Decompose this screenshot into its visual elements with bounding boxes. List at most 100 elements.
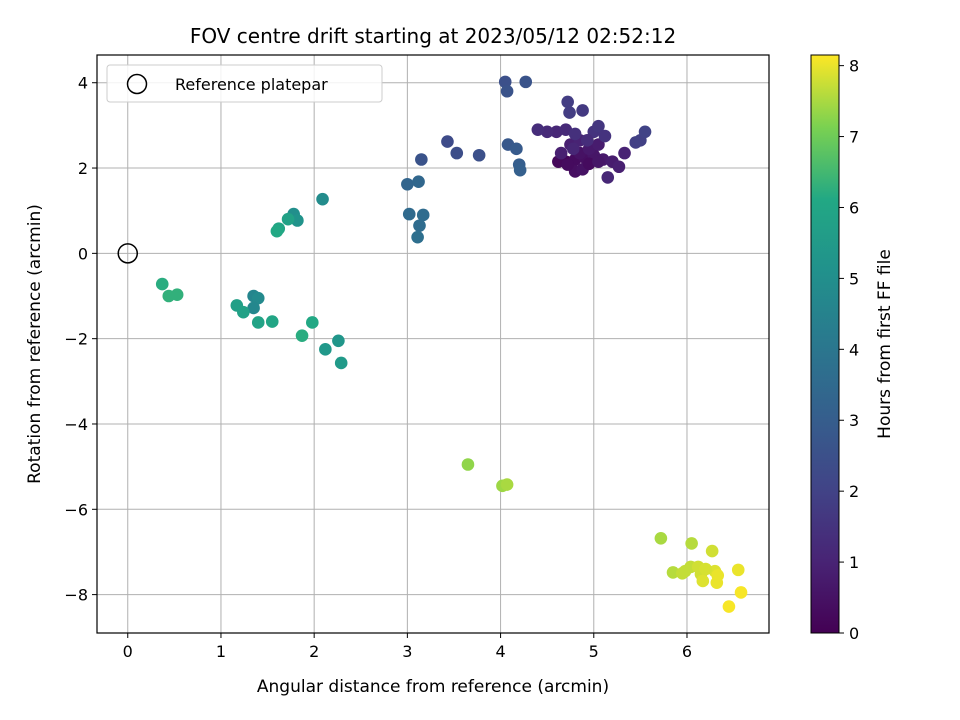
- colorbar-tick-label-0: 0: [849, 624, 859, 643]
- colorbar: 0 1 2 3 4 5 6 7 8 Hours from first FF file: [810, 54, 895, 643]
- y-tick-label-3: −2: [64, 330, 88, 349]
- scatter-point-66: [265, 315, 279, 328]
- scatter-point-54: [316, 192, 329, 206]
- scatter-point-81: [685, 537, 698, 550]
- legend-box: [106, 64, 383, 103]
- x-tick-label-3: 3: [402, 642, 412, 661]
- scatter-point-49: [412, 175, 425, 188]
- scatter-point-77: [500, 478, 514, 491]
- scatter-point-90: [722, 600, 736, 613]
- y-axis-ticks: 4 2 0 −2 −4 −6 −8: [64, 74, 97, 605]
- scatter-point-9: [618, 146, 631, 160]
- legend: Reference platepar: [106, 64, 383, 103]
- scatter-point-47: [513, 163, 527, 177]
- colorbar-tick-label-4: 4: [849, 340, 859, 359]
- scatter-point-10: [601, 171, 615, 184]
- scatter-point-38: [450, 146, 464, 160]
- scatter-point-69: [332, 334, 345, 348]
- scatter-point-67: [306, 316, 319, 329]
- legend-marker-icon: [126, 73, 148, 95]
- scatter-point-15: [592, 138, 605, 151]
- scatter-point-28: [563, 106, 576, 119]
- x-tick-label-0: 0: [123, 642, 133, 661]
- scatter-point-36: [566, 142, 580, 156]
- scatter-point-52: [413, 219, 426, 232]
- x-tick-label-4: 4: [495, 642, 505, 661]
- scatter-point-42: [519, 75, 533, 89]
- plot-frame: [96, 54, 770, 634]
- colorbar-tick-label-8: 8: [849, 57, 859, 76]
- scatter-point-27: [561, 95, 574, 109]
- y-tick-label-1: 2: [78, 159, 88, 178]
- x-tick-label-6: 6: [682, 642, 692, 661]
- y-tick-label-0: 4: [78, 74, 88, 93]
- y-axis-label: Rotation from reference (arcmin): [25, 204, 45, 484]
- scatter-point-70: [319, 343, 332, 356]
- scatter-point-40: [415, 153, 428, 166]
- scatter-point-50: [402, 207, 416, 221]
- scatter-point-13: [561, 158, 574, 171]
- scatter-point-71: [334, 356, 348, 370]
- scatter-point-26: [576, 104, 589, 117]
- scatter-point-41: [498, 75, 512, 89]
- scatter-point-64: [237, 305, 250, 319]
- scatter-point-35: [580, 134, 594, 147]
- x-tick-label-5: 5: [589, 642, 599, 661]
- scatter-point-68: [295, 329, 309, 342]
- scatter-point-37: [441, 135, 454, 148]
- x-tick-label-2: 2: [309, 642, 319, 661]
- x-tick-label-1: 1: [216, 642, 226, 661]
- colorbar-label: Hours from first FF file: [875, 249, 895, 439]
- scatter-point-57: [281, 212, 295, 226]
- scatter-point-45: [510, 142, 523, 156]
- scatter-point-39: [472, 148, 486, 162]
- y-tick-label-2: 0: [78, 244, 88, 263]
- scatter-point-75: [461, 458, 475, 471]
- colorbar-tick-label-1: 1: [849, 553, 859, 572]
- scatter-point-94: [699, 562, 712, 576]
- scatter-point-24: [592, 119, 605, 133]
- scatter-point-61: [251, 291, 265, 305]
- grid: [97, 55, 769, 633]
- scatter-point-86: [705, 544, 719, 558]
- scatter-point-25: [598, 129, 612, 143]
- scatter-point-53: [411, 230, 424, 244]
- scatter-point-93: [676, 566, 689, 580]
- scatter-point-74: [170, 288, 184, 302]
- colorbar-tick-label-7: 7: [849, 128, 859, 147]
- scatter-point-89: [710, 576, 724, 589]
- colorbar-ticks: 0 1 2 3 4 5 6 7 8: [839, 57, 859, 643]
- colorbar-tick-label-5: 5: [849, 269, 859, 288]
- y-tick-label-6: −8: [64, 586, 88, 605]
- y-tick-label-5: −6: [64, 500, 88, 519]
- scatter-point-62: [247, 301, 260, 315]
- x-axis-ticks: 0 1 2 3 4 5 6: [123, 633, 692, 661]
- scatter-point-59: [270, 224, 284, 238]
- scatter-point-51: [416, 208, 430, 222]
- y-tick-label-4: −4: [64, 415, 88, 434]
- data-points: [155, 75, 748, 613]
- scatter-point-72: [155, 277, 169, 291]
- scatter-point-92: [734, 586, 748, 599]
- scatter-point-48: [401, 177, 414, 191]
- colorbar-tick-label-3: 3: [849, 411, 859, 430]
- scatter-point-20: [531, 123, 545, 136]
- colorbar-tick-label-6: 6: [849, 198, 859, 217]
- chart-title: FOV centre drift starting at 2023/05/12 …: [190, 24, 676, 48]
- scatter-point-56: [291, 214, 304, 227]
- reference-point-marker: [117, 243, 139, 264]
- colorbar-tick-label-2: 2: [849, 482, 859, 501]
- legend-entry-reference: Reference platepar: [175, 75, 328, 94]
- scatter-point-8: [612, 160, 626, 174]
- scatter-point-22: [568, 127, 582, 141]
- colorbar-gradient: [810, 54, 840, 634]
- scatter-point-31: [638, 125, 652, 139]
- scatter-point-91: [731, 563, 745, 577]
- scatter-point-34: [554, 146, 568, 160]
- scatter-point-78: [654, 532, 668, 545]
- scatter-point-43: [500, 84, 514, 98]
- scatter-point-85: [696, 574, 710, 588]
- scatter-point-33: [592, 155, 605, 168]
